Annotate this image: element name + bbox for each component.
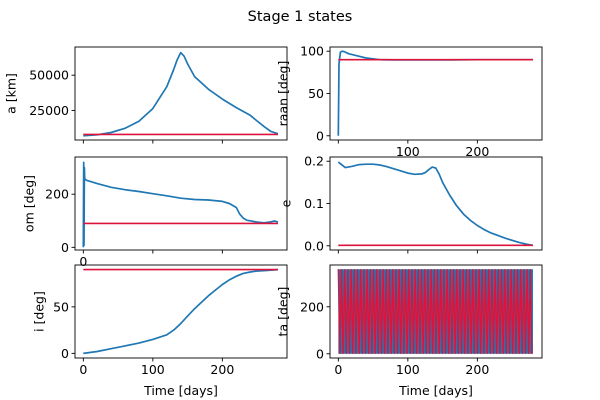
y-tick-label: 25000: [29, 103, 69, 118]
y-tick-label: 0: [316, 346, 324, 361]
axes-frame: [74, 46, 288, 141]
axes-frame: [74, 264, 288, 359]
subplot-6: 0 100 200 0 200 ta [deg] Time [days]: [276, 264, 543, 398]
subplot-3: 00 200 om [deg]: [22, 156, 288, 269]
x-tick-label: 0: [334, 362, 342, 377]
y-tick-label: 50: [308, 86, 324, 101]
figure-title: Stage 1 states: [248, 9, 353, 25]
x-tick-label: 100: [396, 362, 420, 377]
target-band: [337, 269, 533, 354]
y-tick-label: 200: [300, 299, 324, 314]
x-tick-label: 0: [79, 362, 87, 377]
y-axis-label: raan [deg]: [276, 61, 291, 127]
x-tick-label: 200: [210, 362, 234, 377]
plot-area: [337, 269, 533, 354]
y-axis-label: om [deg]: [22, 175, 37, 232]
y-tick-label: 50: [53, 299, 69, 314]
x-tick-label: 100: [141, 362, 165, 377]
y-tick-label: 200: [45, 187, 69, 202]
axes-frame: [74, 156, 288, 251]
x-tick-label: 0: [79, 254, 87, 269]
y-tick-label: 0: [61, 240, 69, 255]
y-tick-label: 0.0: [304, 238, 324, 253]
plot-area: [83, 268, 279, 355]
subplot-5: 0 100 200 0 50 i [deg] Time [days]: [32, 264, 288, 398]
y-tick-label: 0.1: [304, 196, 324, 211]
x-axis-label: Time [days]: [398, 383, 473, 398]
state-line: [337, 161, 534, 247]
y-axis-label: ta [deg]: [276, 287, 291, 337]
plot-area: [82, 161, 279, 248]
state-line: [82, 161, 279, 248]
x-tick-label: 200: [465, 144, 489, 159]
subplot-4: 0.0 0.1 0.2 e: [279, 154, 543, 254]
y-tick-label: 100: [300, 44, 324, 59]
plot-area: [337, 50, 533, 136]
y-tick-label: 0: [61, 346, 69, 361]
state-line: [83, 268, 279, 355]
y-tick-label: 50000: [29, 68, 69, 83]
x-tick-label: 100: [396, 144, 420, 159]
axes-frame: [329, 264, 543, 359]
subplot-1: 25000 50000 a [km]: [4, 46, 288, 144]
x-axis-label: Time [days]: [143, 383, 218, 398]
subplot-2: 100 200 0 50 100 raan [deg]: [276, 44, 543, 159]
x-tick-label: 200: [465, 362, 489, 377]
y-tick-label: 0: [316, 128, 324, 143]
plot-area: [337, 161, 534, 247]
y-axis-label: i [deg]: [32, 291, 47, 332]
y-axis-label: e: [279, 199, 294, 207]
state-line: [83, 51, 279, 137]
plot-area: [83, 51, 279, 137]
y-axis-label: a [km]: [4, 73, 19, 114]
y-tick-label: 0.2: [304, 154, 324, 169]
